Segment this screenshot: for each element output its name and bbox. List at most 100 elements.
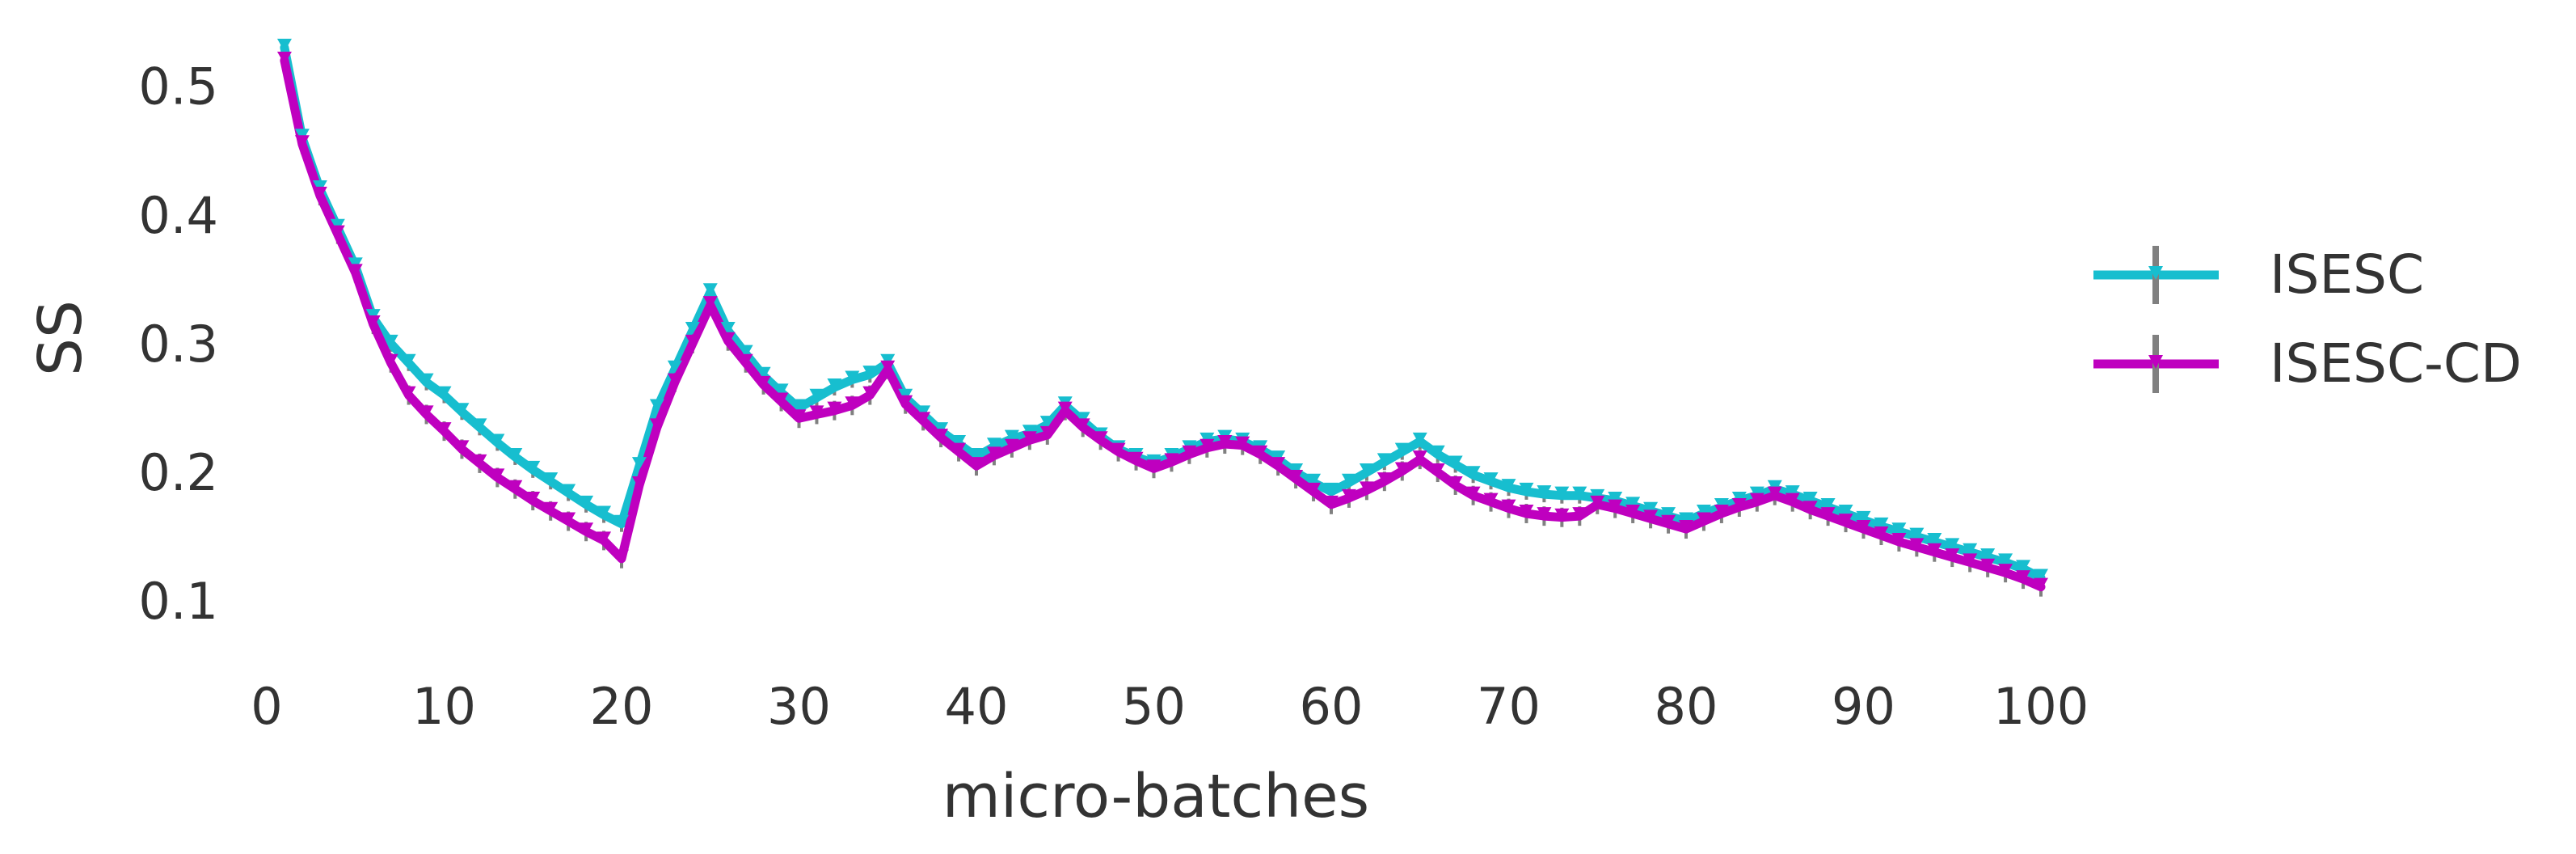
isesc-cd-point	[472, 454, 487, 467]
x-axis-label: micro-batches	[942, 762, 1369, 831]
isesc-cd-point	[1412, 450, 1427, 464]
isesc-point	[1980, 548, 1996, 562]
isesc-cd-point	[756, 375, 771, 389]
series-lines	[280, 43, 2046, 592]
isesc-point	[1465, 466, 1481, 480]
isesc-point	[2016, 560, 2031, 573]
isesc-cd-point	[969, 457, 984, 471]
isesc-cd-point	[383, 353, 398, 367]
isesc-point	[1998, 553, 2013, 567]
isesc-point	[809, 388, 824, 402]
isesc-point	[614, 514, 629, 528]
isesc-cd-point	[862, 386, 878, 400]
isesc-cd-point	[1039, 425, 1055, 439]
x-tick-label: 60	[1300, 677, 1364, 736]
isesc-point	[1608, 492, 1623, 505]
isesc-point	[579, 495, 594, 509]
isesc-point	[1412, 432, 1427, 446]
isesc-cd-point	[986, 446, 1001, 460]
legend-item-isesc-cd: ISESC-CD	[2093, 332, 2522, 395]
isesc-point	[702, 283, 718, 297]
isesc-point	[791, 399, 807, 412]
x-tick-label: 0	[251, 677, 282, 736]
isesc-cd-point	[1927, 543, 1942, 556]
isesc-cd-point	[1004, 438, 1019, 452]
isesc-cd-point	[276, 51, 292, 65]
isesc-point	[1696, 504, 1711, 518]
isesc-cd-point	[898, 395, 913, 408]
isesc-point	[561, 484, 576, 497]
isesc-point	[401, 353, 416, 367]
isesc-cd-point	[401, 386, 416, 400]
isesc-point	[1661, 507, 1676, 521]
isesc-cd-line	[280, 56, 2046, 592]
isesc-cd-point	[1625, 504, 1641, 518]
isesc-cd-point	[597, 531, 612, 545]
isesc-cd-point	[1057, 401, 1073, 415]
isesc-cd-point	[1217, 435, 1233, 449]
isesc-point	[969, 447, 984, 461]
isesc-point	[756, 366, 771, 380]
isesc-cd-point	[543, 501, 559, 515]
isesc-point	[419, 373, 434, 387]
x-tick-label: 20	[590, 677, 654, 736]
isesc-cd-point	[614, 549, 629, 563]
isesc-point	[1802, 492, 1818, 505]
isesc-cd-point	[1341, 488, 1356, 502]
isesc-cd-point	[1022, 431, 1037, 445]
isesc-point	[383, 334, 398, 348]
isesc-cd-point	[1537, 507, 1552, 521]
series-markers	[276, 38, 2048, 591]
isesc-cd-point	[1696, 512, 1711, 526]
isesc-cd-point	[579, 522, 594, 536]
isesc-point	[454, 403, 470, 416]
isesc-cd-point	[348, 264, 363, 277]
isesc-cd-point	[951, 442, 967, 456]
isesc-cd-point	[1909, 538, 1925, 552]
isesc-point	[1324, 482, 1339, 496]
isesc-point	[720, 322, 736, 335]
isesc-point	[1394, 442, 1410, 456]
isesc-point	[1679, 512, 1693, 526]
isesc-cd-point	[685, 334, 700, 348]
isesc-cd-point	[702, 296, 718, 310]
isesc-point	[1341, 473, 1356, 487]
isesc-cd-point	[934, 429, 949, 442]
isesc-point	[1856, 510, 1871, 524]
isesc-point	[845, 370, 860, 384]
isesc-line	[280, 43, 2046, 582]
x-axis-ticks: 0 10 20 30 40 50 60 70 80 90 100	[251, 677, 2089, 736]
isesc-point	[774, 383, 789, 397]
x-tick-label: 40	[945, 677, 1009, 736]
isesc-cd-point	[1963, 553, 1978, 567]
isesc-point	[2034, 569, 2048, 582]
isesc-cd-point	[1199, 438, 1215, 452]
isesc-point	[1820, 498, 1836, 512]
legend-label: ISESC-CD	[2270, 332, 2522, 395]
isesc-cd-point	[294, 135, 310, 149]
x-tick-label: 70	[1477, 677, 1541, 736]
isesc-point	[1554, 486, 1570, 500]
isesc-cd-point	[1465, 486, 1481, 500]
isesc-point	[1483, 472, 1499, 486]
isesc-cd-point	[1288, 470, 1304, 483]
isesc-cd-point	[1731, 498, 1747, 512]
isesc-point	[1625, 497, 1641, 510]
isesc-cd-point	[1590, 495, 1605, 509]
y-tick-label: 0.4	[138, 186, 218, 245]
isesc-cd-point	[667, 373, 682, 387]
isesc-cd-point	[1501, 499, 1516, 513]
y-axis-ticks: 0.1 0.2 0.3 0.4 0.5	[138, 57, 218, 632]
isesc-cd-point	[1856, 520, 1871, 534]
y-axis-label: SS	[26, 300, 95, 376]
isesc-point	[1838, 504, 1853, 518]
isesc-cd-point	[1820, 507, 1836, 521]
isesc-cd-point	[1448, 476, 1463, 489]
isesc-point	[1430, 445, 1445, 459]
isesc-point	[1891, 522, 1907, 536]
isesc-point	[1039, 416, 1055, 429]
isesc-point	[827, 378, 842, 392]
isesc-cd-point	[1359, 481, 1374, 495]
isesc-cd-point	[720, 332, 736, 345]
